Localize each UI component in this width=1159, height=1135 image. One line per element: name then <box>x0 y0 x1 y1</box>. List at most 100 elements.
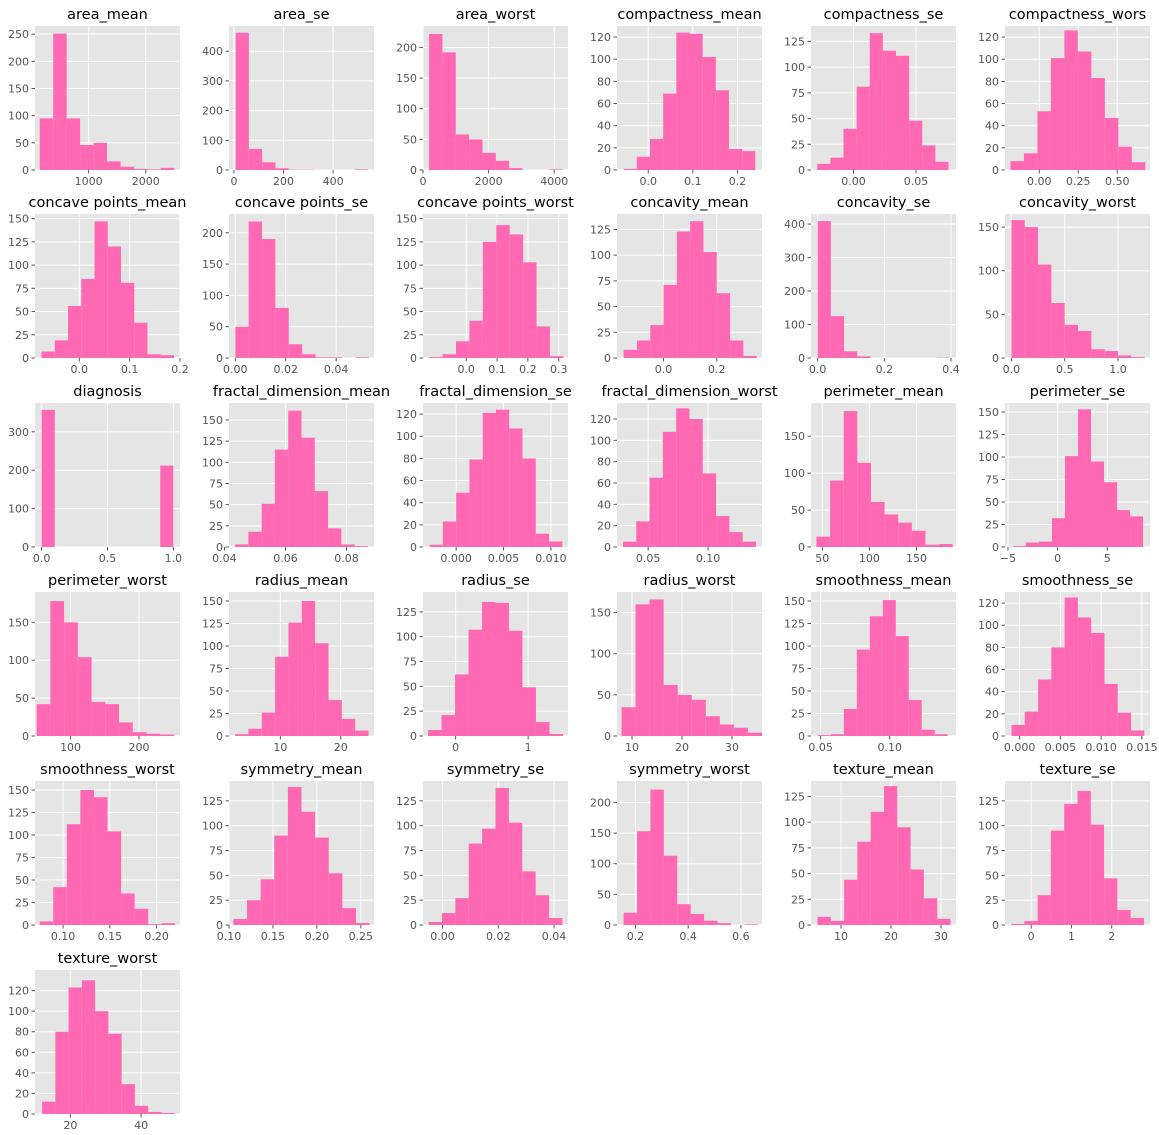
y-tick-label: 120 <box>978 597 999 610</box>
histogram-bar <box>1091 78 1105 170</box>
histogram-bar <box>133 168 148 170</box>
y-tick-label: 100 <box>978 451 999 464</box>
histogram-bar <box>495 602 509 736</box>
y-tick-label: 150 <box>202 595 223 608</box>
histogram-bar <box>1118 355 1132 358</box>
histogram-bar <box>1104 482 1118 547</box>
histogram-area-se: 0 100 200 300 400 0 200 400 area_se <box>202 7 374 188</box>
x-tick-label: 0.20 <box>305 930 330 943</box>
y-tick-label: 25 <box>15 329 29 342</box>
histogram-bar <box>522 458 536 547</box>
x-tick-label: 1 <box>525 741 532 754</box>
histogram-bar <box>622 541 637 547</box>
histogram-bar <box>315 643 329 736</box>
x-tick-label: 2000 <box>132 175 160 188</box>
x-tick-label: 200 <box>128 741 149 754</box>
histogram-radius-worst: 0 50 100 150 10 20 30 radius_worst <box>590 573 762 754</box>
x-tick-label: 0.005 <box>1045 741 1077 754</box>
histogram-bar <box>495 160 510 170</box>
x-tick-label: 1000 <box>75 175 103 188</box>
y-tick-label: 100 <box>590 858 611 871</box>
histogram-bar <box>676 231 691 358</box>
y-tick-label: 25 <box>791 893 805 906</box>
y-tick-label: 25 <box>403 705 417 718</box>
y-tick-label: 50 <box>985 496 999 509</box>
histogram-bar <box>522 687 536 736</box>
histogram-bar <box>261 712 276 736</box>
histogram-bar <box>830 316 845 358</box>
x-tick-label: 0.0 <box>809 363 827 376</box>
x-tick-label: 150 <box>906 552 927 565</box>
y-tick-label: 150 <box>396 72 417 85</box>
y-tick-label: 75 <box>985 474 999 487</box>
y-tick-label: 125 <box>784 790 805 803</box>
histogram-bar <box>870 811 884 925</box>
y-tick-label: 150 <box>202 414 223 427</box>
x-tick-label: 0.25 <box>349 930 374 943</box>
x-tick-label: 0.5 <box>99 552 117 565</box>
x-tick-label: 0.04 <box>324 363 349 376</box>
y-tick-label: 40 <box>985 120 999 133</box>
y-tick-label: 75 <box>985 845 999 858</box>
x-tick-label: 0.25 <box>1066 175 1091 188</box>
histogram-bar <box>921 729 935 736</box>
histogram-bar <box>1025 542 1039 547</box>
histogram-title: radius_se <box>461 573 530 589</box>
y-tick-label: 300 <box>202 75 223 88</box>
histogram-bar <box>1090 824 1105 925</box>
y-tick-label: 75 <box>403 656 417 669</box>
histogram-bar <box>262 162 276 170</box>
histogram-bar <box>939 544 953 547</box>
y-tick-label: 0 <box>992 164 999 177</box>
histogram-title: concavity_mean <box>630 195 748 211</box>
histogram-bar <box>830 480 844 547</box>
histogram-symmetry-se: 0 25 50 75 100 125 0.00 0.02 0.04 symmetry_se <box>396 762 568 943</box>
histogram-bar <box>676 408 690 547</box>
histogram-bar <box>94 221 108 358</box>
y-tick-label: 120 <box>978 31 999 44</box>
histogram-bar <box>910 869 924 925</box>
histogram-bar <box>455 674 469 736</box>
y-tick-label: 50 <box>15 306 29 319</box>
y-tick-label: 80 <box>403 452 417 465</box>
y-tick-label: 125 <box>784 618 805 631</box>
histogram-bar <box>119 722 133 736</box>
x-tick-label: 0.1 <box>121 363 139 376</box>
histogram-bar <box>857 356 871 358</box>
histogram-bar <box>53 887 67 925</box>
histogram-bar <box>857 462 871 547</box>
histogram-bar <box>882 600 896 736</box>
histogram-bar <box>1011 724 1025 736</box>
y-tick-label: 125 <box>202 795 223 808</box>
plot-area <box>229 26 374 170</box>
histogram-bar <box>703 252 717 358</box>
histogram-title: smoothness_worst <box>40 762 175 778</box>
histogram-radius-mean: 0 25 50 75 100 125 150 10 20 radius_mean <box>202 573 374 754</box>
histogram-bar <box>716 293 731 358</box>
histogram-title: area_se <box>273 7 329 23</box>
y-tick-label: 50 <box>403 680 417 693</box>
histogram-bar <box>496 225 510 358</box>
y-tick-label: 125 <box>8 236 29 249</box>
histogram-bar <box>549 734 563 736</box>
y-tick-label: 25 <box>985 519 999 532</box>
histogram-bar <box>39 921 54 925</box>
x-tick-label: 0 <box>452 741 459 754</box>
x-tick-label: 0.2 <box>519 363 537 376</box>
x-tick-label: 0.010 <box>535 552 567 565</box>
histogram-bar <box>549 356 564 358</box>
histogram-bar <box>689 419 703 547</box>
x-tick-label: 0.00 <box>223 363 248 376</box>
x-tick-label: 30 <box>934 930 948 943</box>
y-tick-label: 50 <box>791 113 805 126</box>
histogram-bar <box>274 835 288 925</box>
histogram-bar <box>81 980 96 1114</box>
y-tick-label: 200 <box>202 227 223 240</box>
histogram-bar <box>742 151 756 170</box>
histogram-bar <box>355 169 369 170</box>
histogram-bar <box>884 514 899 547</box>
histogram-bar <box>328 700 342 736</box>
y-tick-label: 100 <box>590 53 611 66</box>
